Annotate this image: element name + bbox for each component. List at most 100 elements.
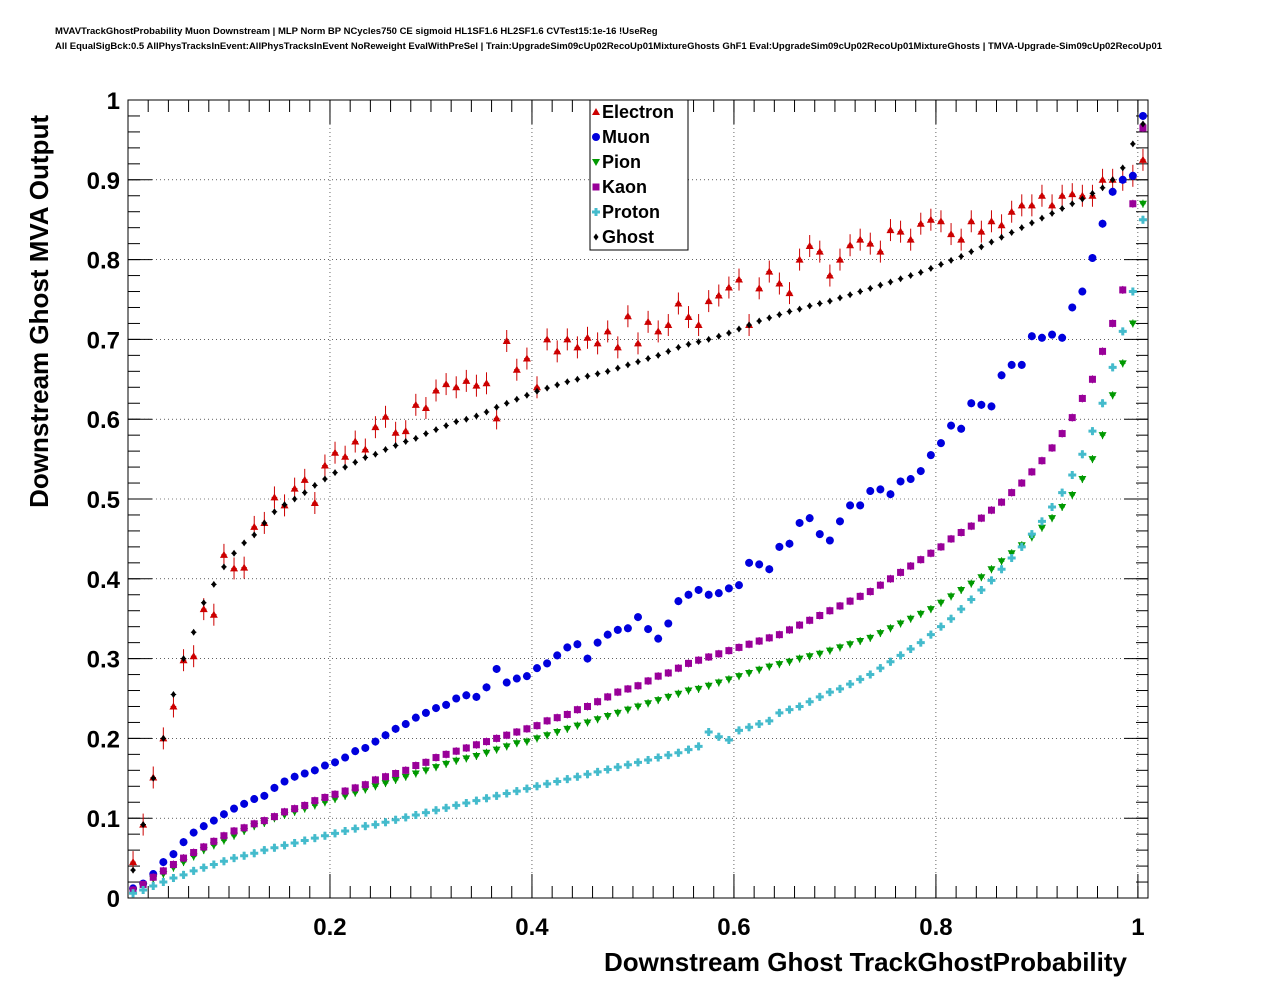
data-point: [936, 622, 945, 631]
data-point: [573, 706, 581, 714]
data-point: [583, 333, 592, 341]
legend-entry: Proton: [592, 202, 660, 222]
data-point: [957, 605, 966, 614]
series-pion: [129, 199, 1147, 896]
data-point: [240, 799, 249, 808]
data-point: [1017, 542, 1026, 551]
data-point: [189, 866, 198, 875]
data-point: [745, 558, 754, 567]
data-point: [886, 575, 894, 583]
series-electron: [129, 148, 1147, 874]
data-point: [351, 824, 360, 833]
data-point: [967, 399, 976, 408]
data-point: [926, 630, 935, 639]
data-point: [201, 599, 207, 607]
data-point: [896, 651, 905, 660]
data-point: [876, 664, 885, 673]
data-point: [331, 790, 339, 798]
data-point: [847, 291, 853, 299]
x-tick-label: 0.2: [313, 914, 346, 941]
data-point: [615, 364, 621, 372]
data-point: [230, 827, 238, 835]
data-point: [936, 599, 945, 607]
data-point: [696, 338, 702, 346]
data-point: [1048, 330, 1057, 339]
data-point: [533, 722, 541, 730]
data-point: [533, 782, 542, 791]
legend-marker: [592, 183, 600, 191]
data-point: [664, 619, 673, 628]
data-point: [533, 664, 542, 673]
data-point: [916, 610, 925, 618]
data-point: [220, 832, 228, 840]
data-point: [857, 288, 863, 296]
data-point: [191, 628, 197, 636]
data-point: [401, 720, 410, 729]
data-point: [524, 391, 530, 399]
data-point: [472, 741, 480, 749]
data-point: [807, 302, 813, 310]
data-point: [403, 438, 409, 446]
data-point: [947, 421, 956, 430]
data-point: [1130, 140, 1136, 148]
data-point: [916, 219, 925, 227]
data-point: [675, 343, 681, 351]
data-point: [391, 815, 400, 824]
data-point: [512, 787, 521, 796]
data-point: [452, 747, 460, 755]
data-point: [1098, 175, 1107, 183]
data-point: [240, 851, 249, 860]
data-point: [694, 585, 703, 594]
data-point: [674, 597, 683, 606]
data-point: [785, 705, 794, 714]
data-point: [644, 625, 653, 634]
data-point: [493, 734, 501, 742]
data-point: [1128, 287, 1137, 296]
data-point: [866, 487, 875, 496]
data-point: [918, 268, 924, 276]
data-point: [896, 227, 905, 235]
data-point: [523, 725, 531, 733]
data-point: [251, 531, 257, 539]
data-point: [371, 737, 380, 746]
data-point: [926, 606, 935, 614]
data-point: [886, 226, 895, 234]
data-point: [877, 281, 883, 289]
data-point: [1098, 399, 1107, 408]
data-point: [815, 692, 824, 701]
data-point: [583, 770, 592, 779]
data-point: [502, 743, 511, 751]
data-point: [654, 697, 663, 705]
data-point: [361, 781, 369, 789]
data-point: [462, 744, 470, 752]
data-point: [623, 706, 632, 714]
data-point: [1048, 502, 1057, 511]
data-point: [421, 708, 430, 717]
data-point: [412, 762, 420, 770]
data-point: [896, 620, 905, 628]
data-point: [310, 834, 319, 843]
data-point: [603, 765, 612, 774]
data-point: [331, 758, 340, 767]
data-point: [351, 747, 360, 756]
data-point: [958, 252, 964, 260]
data-point: [209, 610, 218, 618]
data-point: [725, 647, 733, 655]
data-point: [634, 682, 642, 690]
data-point: [320, 461, 329, 469]
data-point: [482, 794, 491, 803]
data-point: [573, 343, 582, 351]
data-point: [361, 822, 370, 831]
data-point: [361, 445, 370, 453]
x-tick-label: 0.6: [717, 914, 750, 941]
data-point: [472, 796, 481, 805]
x-tick-label: 0.8: [919, 914, 952, 941]
data-point: [805, 242, 814, 250]
data-point: [815, 530, 824, 539]
data-point: [331, 448, 340, 456]
data-point: [513, 728, 521, 736]
data-point: [230, 804, 239, 813]
data-point: [997, 371, 1006, 380]
data-point: [765, 716, 774, 725]
